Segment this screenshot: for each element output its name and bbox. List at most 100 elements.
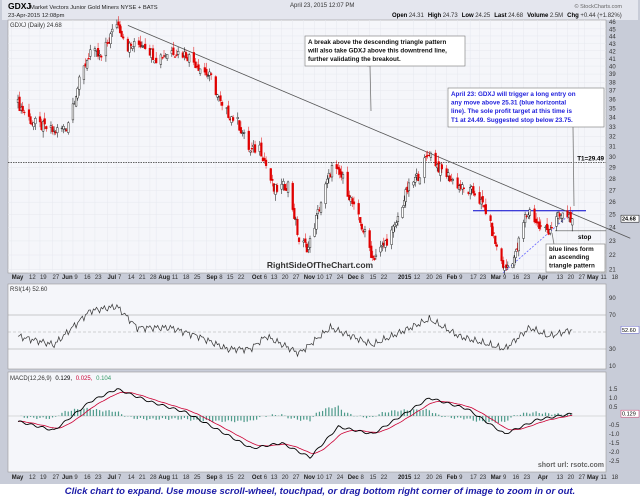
candle xyxy=(558,213,561,217)
candle xyxy=(308,238,312,248)
macd-histogram-bar xyxy=(450,416,452,419)
price-legend: GDXJ (Daily) 24.68 xyxy=(10,23,62,29)
macd-histogram-bar xyxy=(152,416,154,419)
date-tick-label: 23 xyxy=(480,275,487,281)
candle xyxy=(319,202,323,213)
date-tick-label: 15 xyxy=(370,475,377,481)
macd-histogram-bar xyxy=(256,416,258,420)
macd-histogram-bar xyxy=(164,416,167,419)
date-tick-label: Oct xyxy=(252,475,262,481)
date-tick-label: May xyxy=(12,275,24,281)
candle xyxy=(326,178,329,184)
price-tick-label: 25 xyxy=(609,213,616,219)
macd-histogram-bar xyxy=(174,416,176,419)
target-label: T1=29.49 xyxy=(577,155,604,162)
price-tick-label: 46 xyxy=(609,20,616,26)
date-tick-label: 22 xyxy=(238,275,245,281)
macd-histogram-bar xyxy=(240,416,242,421)
brand[interactable]: © StockCharts.com xyxy=(575,3,623,10)
candle xyxy=(545,223,549,231)
date-tick-label: 6 xyxy=(264,475,268,481)
macd-histogram-bar xyxy=(438,414,440,416)
macd-histogram-bar xyxy=(387,412,390,416)
macd-histogram-bar xyxy=(315,412,317,416)
date-tick-label: 15 xyxy=(227,475,234,481)
rsi-tick-label: 30 xyxy=(609,347,616,353)
candle xyxy=(440,164,443,170)
candle xyxy=(297,237,301,242)
macd-histogram-bar xyxy=(416,409,418,416)
date-tick-label: 21 xyxy=(139,275,146,281)
candle xyxy=(456,177,459,189)
candle xyxy=(363,229,367,232)
macd-histogram-bar xyxy=(136,416,138,420)
macd-histogram-bar xyxy=(86,407,88,416)
candle xyxy=(43,118,46,125)
date-tick-label: Feb xyxy=(447,275,458,281)
candle xyxy=(45,126,48,130)
date-tick-label: 21 xyxy=(139,475,146,481)
macd-histogram-bar xyxy=(186,416,189,420)
macd-histogram-bar xyxy=(328,407,330,416)
price-tick-label: 23 xyxy=(609,239,616,245)
macd-histogram-bar xyxy=(243,416,245,423)
candle xyxy=(175,54,178,56)
candle xyxy=(561,212,564,219)
macd-histogram-bar xyxy=(39,416,41,418)
macd-histogram-bar xyxy=(111,411,113,416)
macd-value: 0.129, xyxy=(55,376,72,382)
candle xyxy=(494,235,497,245)
macd-hist-value: 0.104 xyxy=(96,376,112,382)
candle xyxy=(117,21,120,26)
macd-histogram-bar xyxy=(237,416,239,421)
macd-histogram-bar xyxy=(425,408,427,416)
date-tick-label: 24 xyxy=(337,275,344,281)
candle xyxy=(89,49,92,57)
candle xyxy=(423,157,426,178)
macd-histogram-bar xyxy=(246,416,248,422)
candle xyxy=(412,181,415,186)
candle xyxy=(210,73,213,75)
candle xyxy=(374,254,378,257)
candle xyxy=(62,126,65,130)
date-tick-label: 9 xyxy=(503,275,507,281)
date-tick-label: 20 xyxy=(282,275,289,281)
footer-instructions: Click chart to expand. Use mouse scroll-… xyxy=(65,486,575,497)
macd-histogram-bar xyxy=(475,416,478,422)
price-tick-label: 43 xyxy=(609,42,616,48)
candle xyxy=(414,177,417,183)
rsi-tick-label: 90 xyxy=(609,296,616,302)
candle xyxy=(263,158,266,161)
macd-histogram-bar xyxy=(321,410,324,416)
date-tick-label: 23 xyxy=(95,275,102,281)
macd-histogram-bar xyxy=(161,416,164,419)
header-bar xyxy=(2,0,638,20)
macd-histogram-bar xyxy=(105,410,107,416)
candle xyxy=(500,248,503,262)
macd-histogram-bar xyxy=(149,416,151,419)
macd-histogram-bar xyxy=(99,410,101,416)
candle xyxy=(155,57,158,64)
macd-histogram-bar xyxy=(362,416,364,418)
macd-histogram-bar xyxy=(303,416,305,420)
candle xyxy=(313,227,316,237)
macd-legend-name: MACD(12,26,9) xyxy=(10,376,52,382)
date-tick-label: 23 xyxy=(524,275,531,281)
date-tick-label: 11 xyxy=(600,475,607,481)
macd-histogram-bar xyxy=(143,416,145,419)
macd-histogram-bar xyxy=(274,415,277,416)
center-time: April 23, 2015 12:07 PM xyxy=(290,3,354,9)
candle xyxy=(250,148,254,150)
date-tick-label: 22 xyxy=(381,275,388,281)
macd-histogram-bar xyxy=(457,416,459,418)
candle xyxy=(535,218,538,224)
candle xyxy=(21,105,24,112)
macd-histogram-bar xyxy=(491,416,493,422)
price-tick-label: 35 xyxy=(609,106,616,112)
candle xyxy=(128,42,131,53)
quote-stats: Open 24.31 High 24.73 Low 24.25 Last 24.68 Volum… xyxy=(392,13,622,19)
candle xyxy=(51,126,54,132)
short-url[interactable]: short url: rsotc.com xyxy=(538,462,604,469)
rsi-last-box xyxy=(620,326,640,334)
